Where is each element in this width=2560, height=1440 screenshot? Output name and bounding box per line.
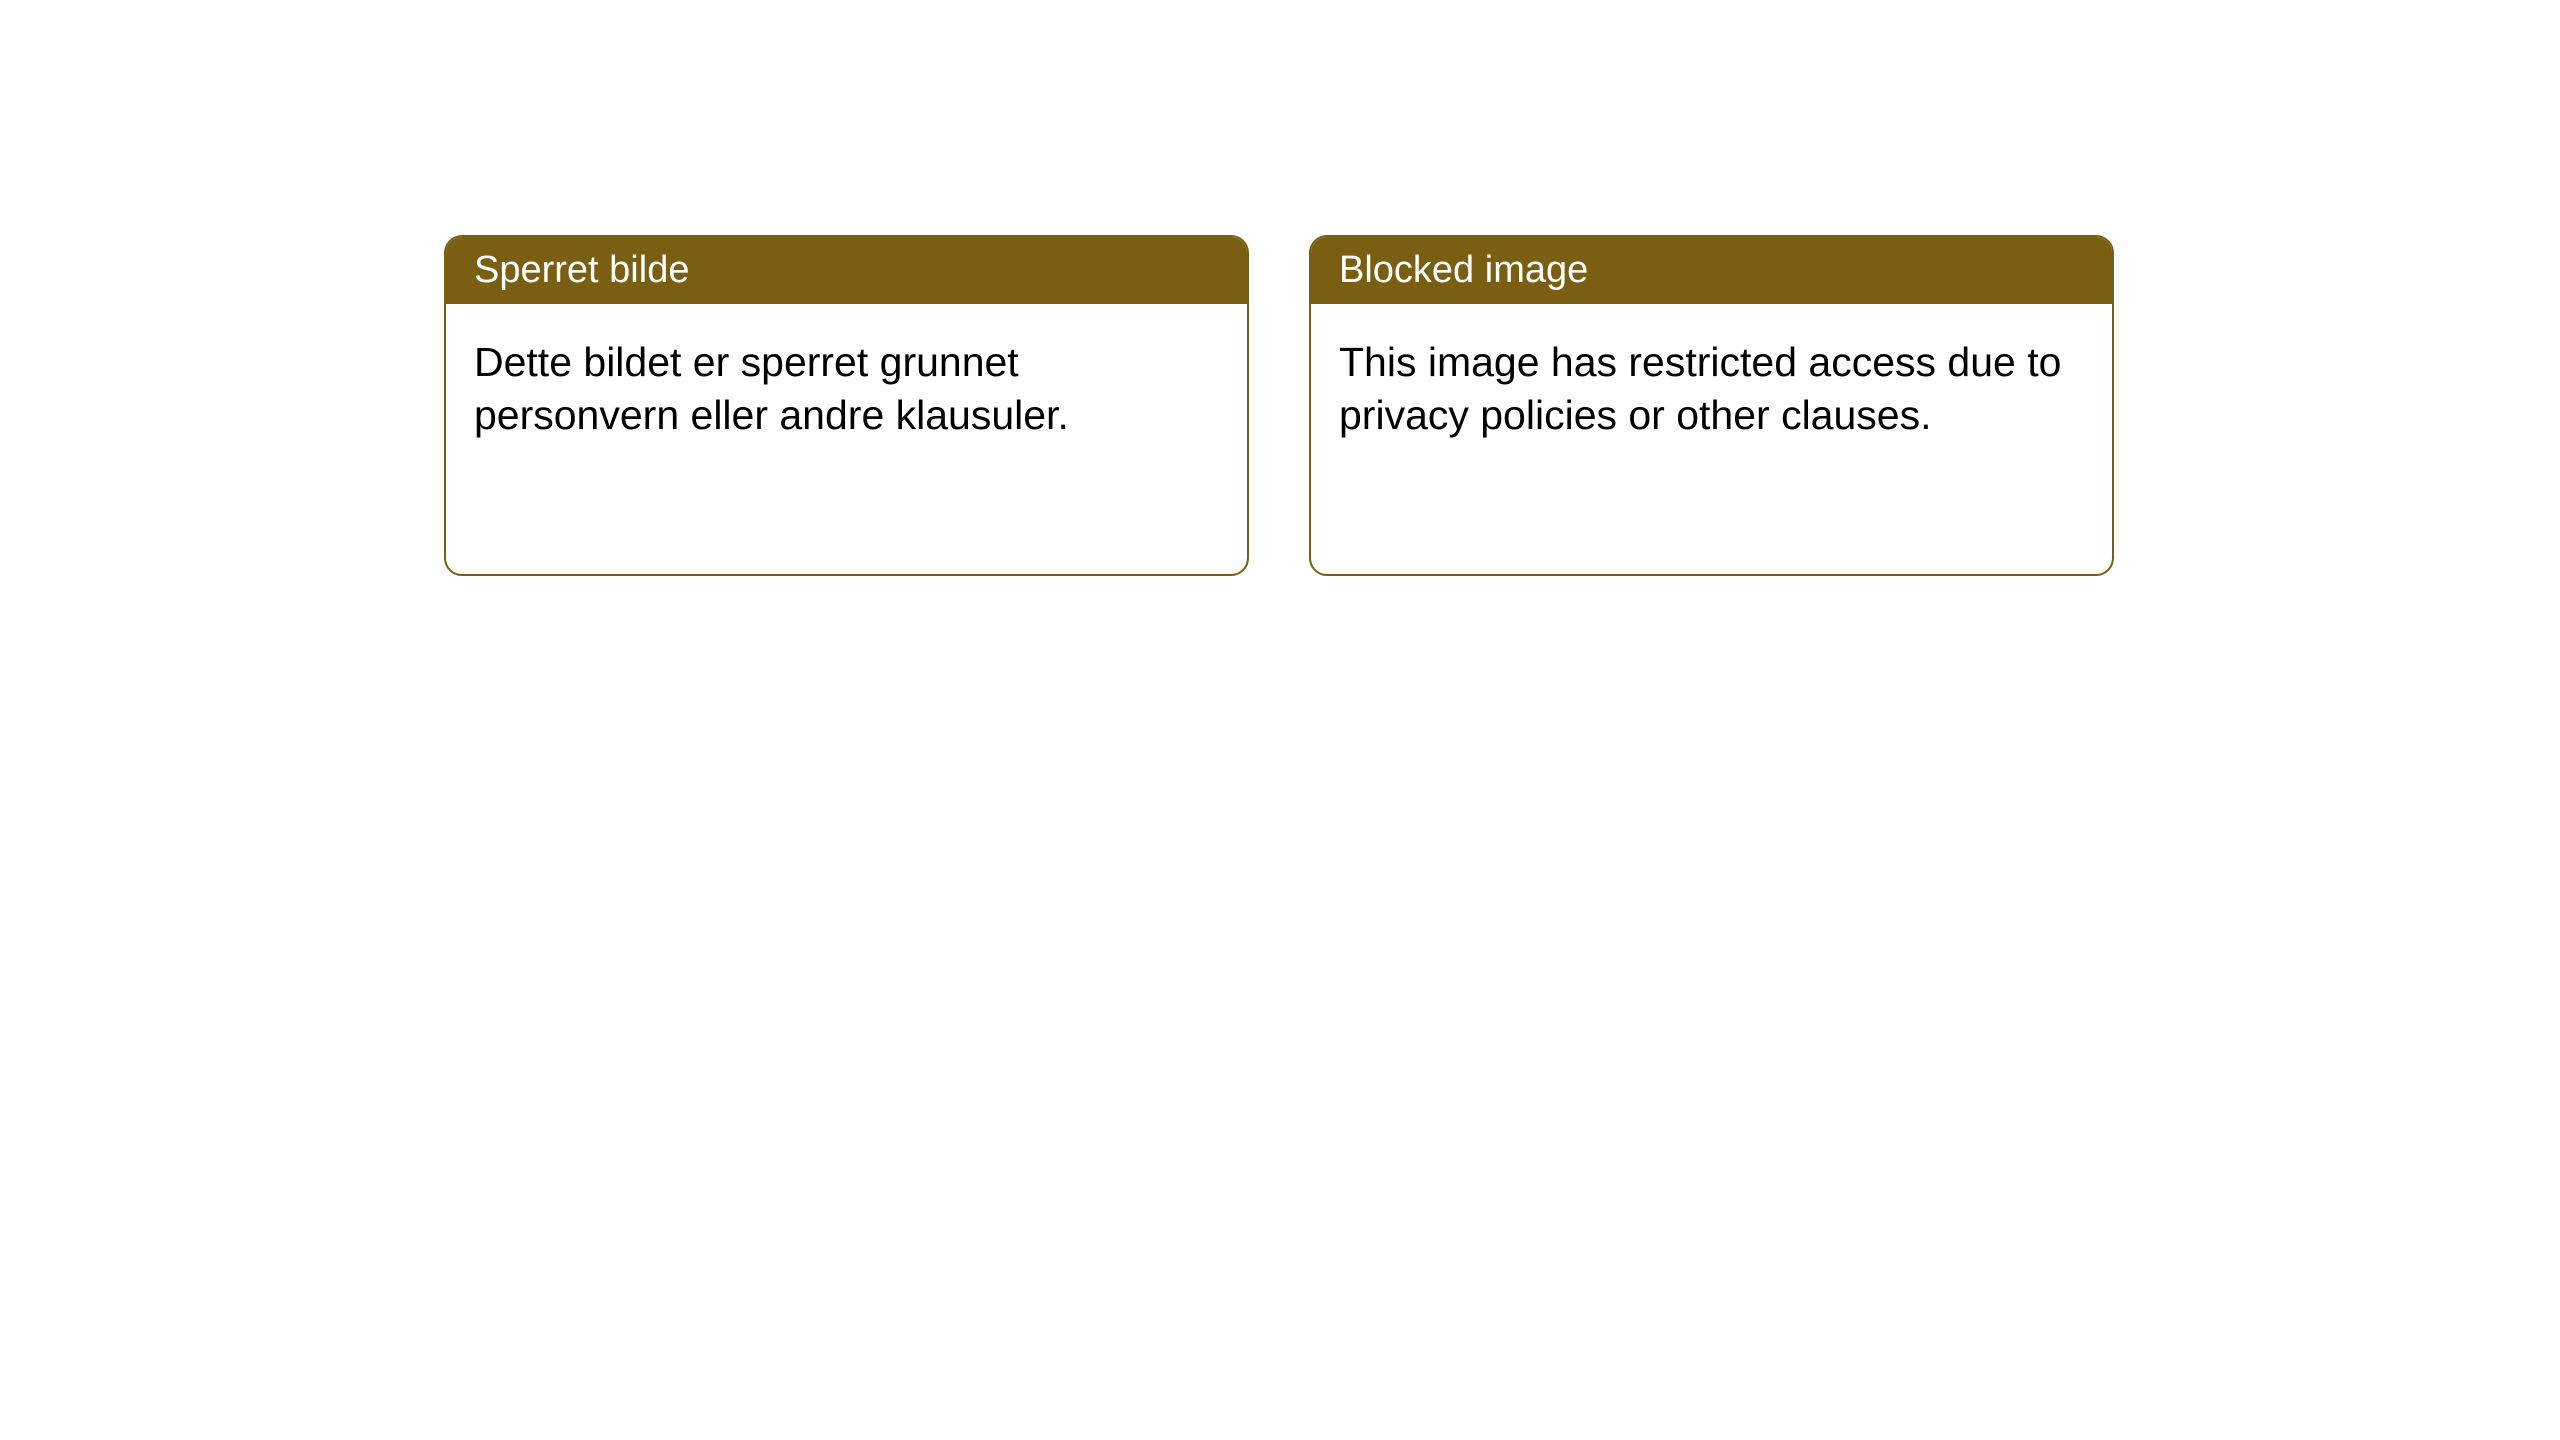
notice-header-text: Blocked image bbox=[1339, 249, 1588, 291]
notice-body: Dette bildet er sperret grunnet personve… bbox=[446, 304, 1247, 574]
notice-card-english: Blocked image This image has restricted … bbox=[1309, 235, 2114, 576]
notice-body: This image has restricted access due to … bbox=[1311, 304, 2112, 574]
notice-header: Blocked image bbox=[1311, 237, 2112, 304]
notice-body-text: Dette bildet er sperret grunnet personve… bbox=[474, 336, 1219, 443]
notice-container: Sperret bilde Dette bildet er sperret gr… bbox=[0, 0, 2560, 576]
notice-card-norwegian: Sperret bilde Dette bildet er sperret gr… bbox=[444, 235, 1249, 576]
notice-body-text: This image has restricted access due to … bbox=[1339, 336, 2084, 443]
notice-header-text: Sperret bilde bbox=[474, 249, 689, 291]
notice-header: Sperret bilde bbox=[446, 237, 1247, 304]
